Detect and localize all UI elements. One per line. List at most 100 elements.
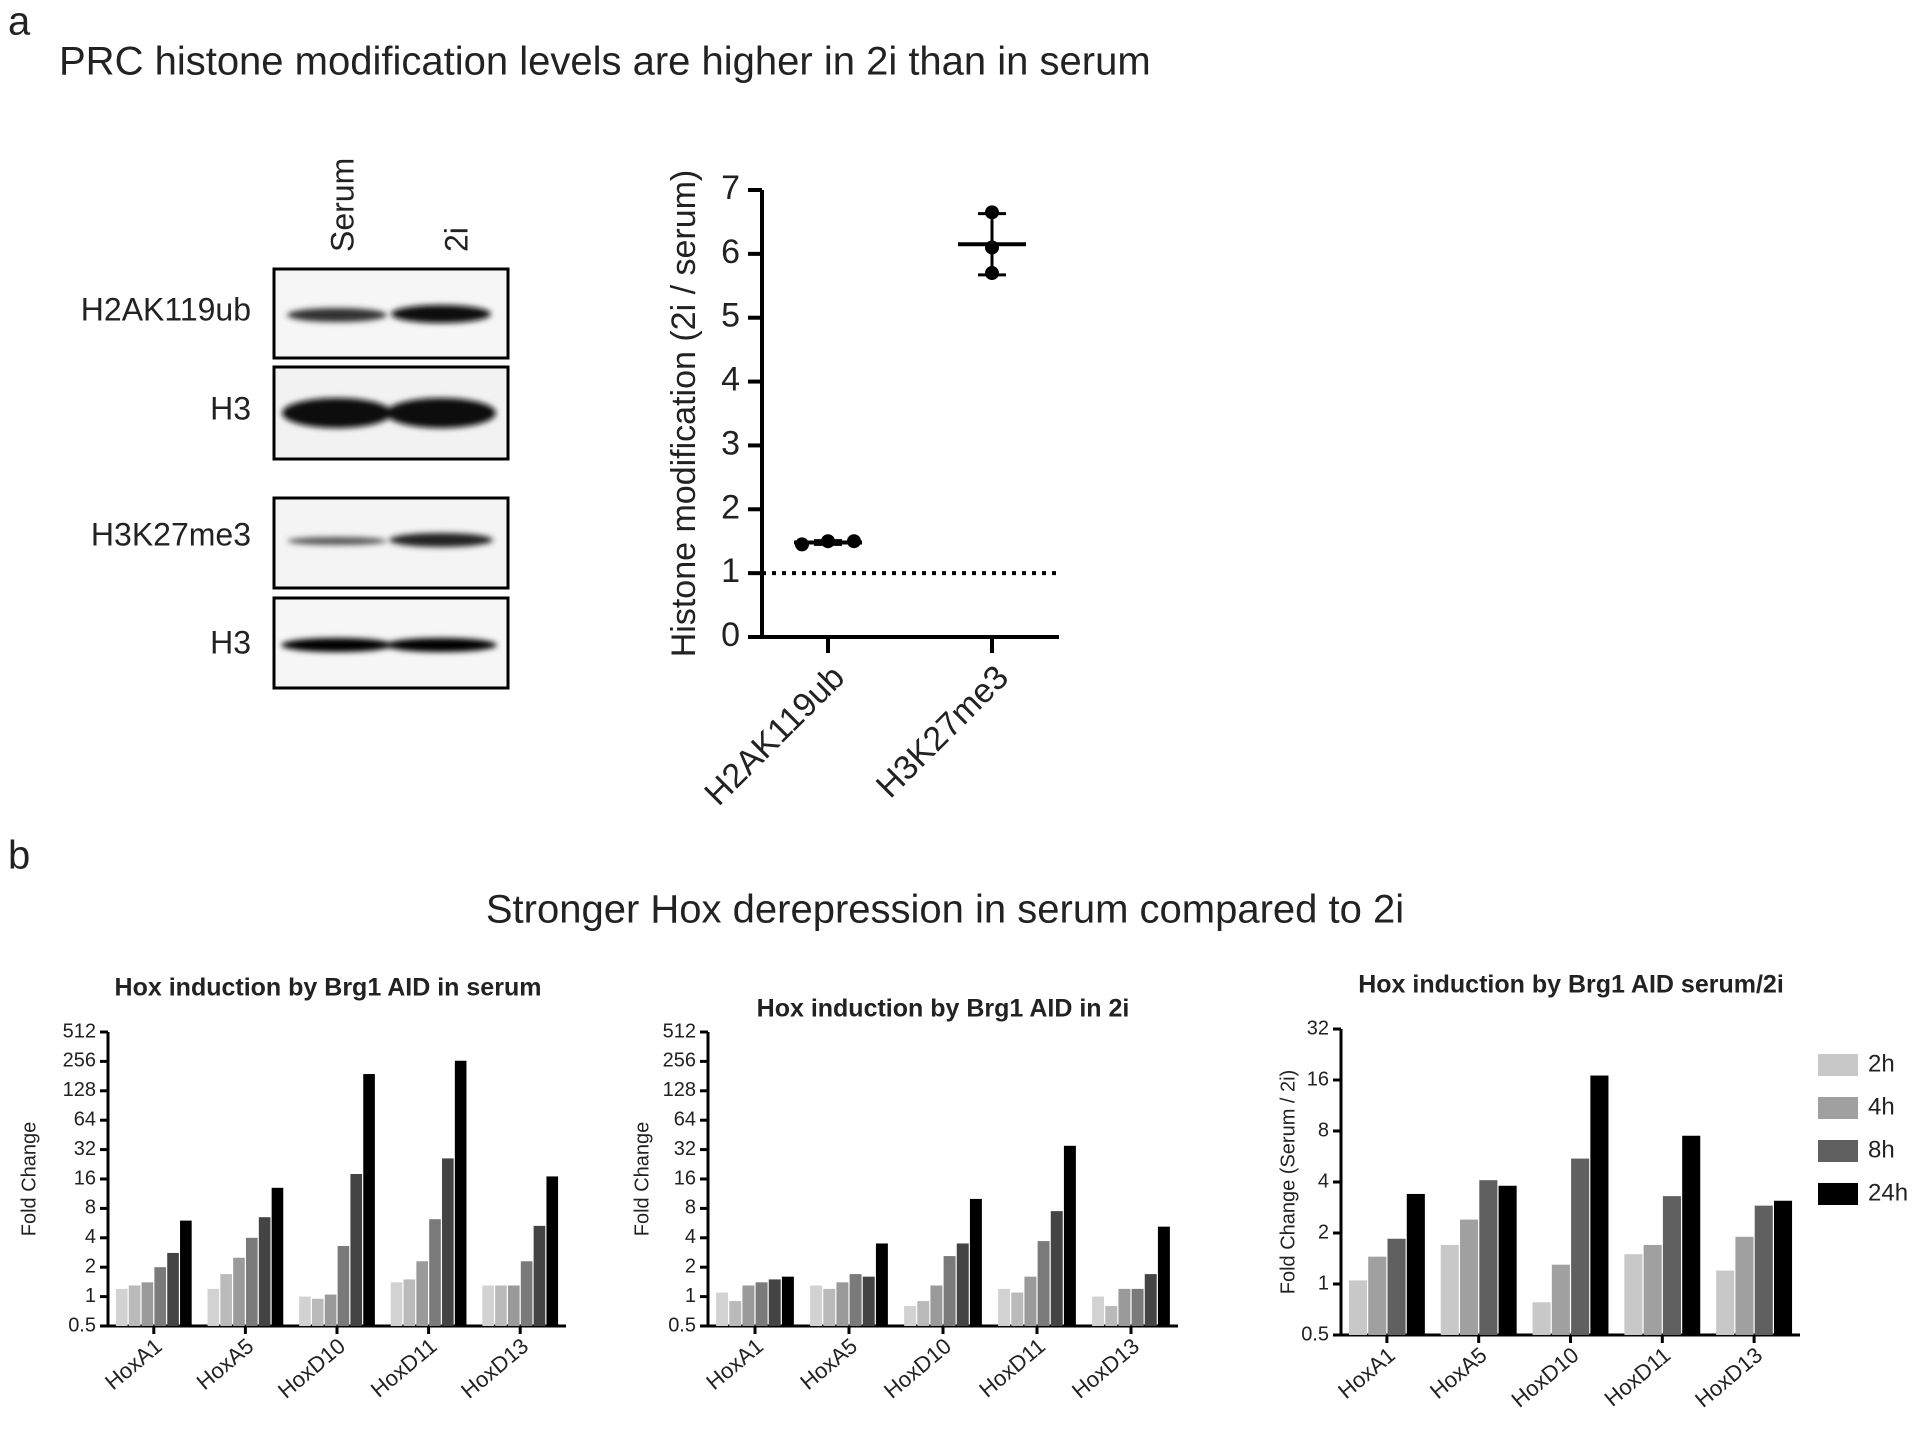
y-tick-label: 0.5	[1301, 1323, 1329, 1345]
x-tick-label: HoxD11	[1600, 1342, 1676, 1411]
bar	[729, 1301, 742, 1326]
bar	[1144, 1274, 1157, 1326]
y-tick-label: 256	[663, 1050, 696, 1072]
y-tick-label: 128	[663, 1079, 696, 1101]
y-tick-label: 4	[85, 1226, 96, 1248]
bar	[930, 1285, 943, 1326]
y-axis-label: Fold Change	[631, 1122, 653, 1237]
chart-title: Hox induction by Brg1 AID in serum	[115, 974, 542, 1002]
bar	[141, 1282, 154, 1326]
bar	[337, 1245, 350, 1326]
y-tick-label: 1	[85, 1285, 96, 1307]
row-label: H2AK119ub	[81, 291, 251, 327]
bar	[1662, 1196, 1681, 1335]
x-tick-label: HoxA1	[701, 1333, 768, 1395]
y-tick-label: 4	[685, 1226, 696, 1248]
bar	[1682, 1135, 1701, 1335]
bar	[271, 1187, 284, 1326]
bands	[281, 305, 497, 652]
bar	[768, 1279, 781, 1326]
bar	[220, 1274, 232, 1326]
y-axis-label: Fold Change (Serum / 2i)	[1277, 1070, 1299, 1295]
bar	[233, 1257, 245, 1326]
bar	[1571, 1158, 1590, 1335]
bar	[1754, 1205, 1773, 1335]
bar	[207, 1288, 220, 1326]
y-tick-label: 2	[85, 1255, 96, 1277]
bar	[742, 1285, 755, 1326]
bar	[956, 1243, 969, 1326]
bar	[1643, 1244, 1662, 1335]
panel-title: PRC histone modification levels are high…	[59, 40, 1151, 84]
bar	[1348, 1280, 1368, 1335]
panel-label: b	[8, 834, 30, 878]
legend-label: 2h	[1868, 1050, 1895, 1077]
y-tick-label: 5	[721, 297, 740, 335]
x-tick-label: HoxA1	[100, 1333, 167, 1395]
bar	[180, 1220, 192, 1326]
bar	[1551, 1264, 1570, 1335]
bar	[115, 1288, 128, 1326]
bar	[546, 1176, 559, 1326]
bar	[403, 1279, 416, 1326]
bar	[1157, 1226, 1170, 1326]
bar	[507, 1285, 520, 1326]
bar	[1011, 1292, 1024, 1326]
y-tick-label: 8	[1318, 1119, 1329, 1141]
bar	[1024, 1276, 1037, 1326]
bar	[128, 1285, 141, 1326]
x-tick-label: HoxA1	[1333, 1342, 1400, 1404]
bar	[1037, 1241, 1050, 1326]
bar	[1368, 1256, 1387, 1335]
chart-title: Hox induction by Brg1 AID serum/2i	[1358, 971, 1784, 999]
legend-swatch	[1818, 1054, 1858, 1076]
y-tick-label: 4	[721, 361, 740, 399]
bar	[1050, 1211, 1063, 1326]
bar	[998, 1288, 1011, 1326]
bar	[943, 1256, 956, 1326]
bar	[781, 1276, 794, 1326]
bar	[416, 1261, 428, 1326]
bar	[1063, 1145, 1076, 1326]
y-tick-label: 32	[74, 1138, 96, 1160]
bar	[1092, 1296, 1105, 1326]
lane-label: Serum	[324, 158, 360, 252]
legend-swatch	[1818, 1140, 1858, 1162]
row-label: H3	[210, 390, 251, 426]
x-tick-label: HoxD11	[366, 1333, 442, 1402]
bar	[258, 1217, 271, 1326]
bar	[1460, 1219, 1479, 1335]
bar	[1131, 1288, 1144, 1326]
bar	[1440, 1244, 1459, 1335]
bar	[904, 1306, 917, 1326]
legend-label: 24h	[1868, 1179, 1908, 1206]
y-tick-label: 64	[74, 1108, 96, 1130]
bar	[1590, 1075, 1609, 1335]
x-tick-label: HoxA5	[1425, 1342, 1492, 1404]
bar	[862, 1276, 875, 1326]
bar	[442, 1158, 454, 1326]
chart-title: Hox induction by Brg1 AID in 2i	[757, 995, 1130, 1023]
y-tick-label: 0	[721, 616, 740, 654]
bar	[154, 1267, 167, 1326]
y-tick-label: 4	[1318, 1170, 1329, 1192]
legend-label: 4h	[1868, 1093, 1895, 1120]
lane-label: 2i	[438, 227, 474, 252]
x-tick-label: HoxD13	[1067, 1333, 1144, 1403]
bar	[1105, 1306, 1118, 1326]
bar	[495, 1285, 507, 1326]
bar	[1735, 1236, 1754, 1335]
y-tick-label: 8	[685, 1197, 696, 1219]
bar	[1624, 1254, 1643, 1335]
legend-label: 8h	[1868, 1136, 1895, 1163]
x-tick-label: HoxD10	[273, 1333, 350, 1403]
bar	[755, 1282, 768, 1326]
legend-swatch	[1818, 1183, 1858, 1205]
bar	[1406, 1193, 1425, 1335]
bar	[875, 1243, 888, 1326]
x-tick-label: HoxA5	[795, 1333, 862, 1395]
bar	[969, 1198, 982, 1326]
y-axis-label: Histone modification (2i / serum)	[665, 170, 703, 658]
